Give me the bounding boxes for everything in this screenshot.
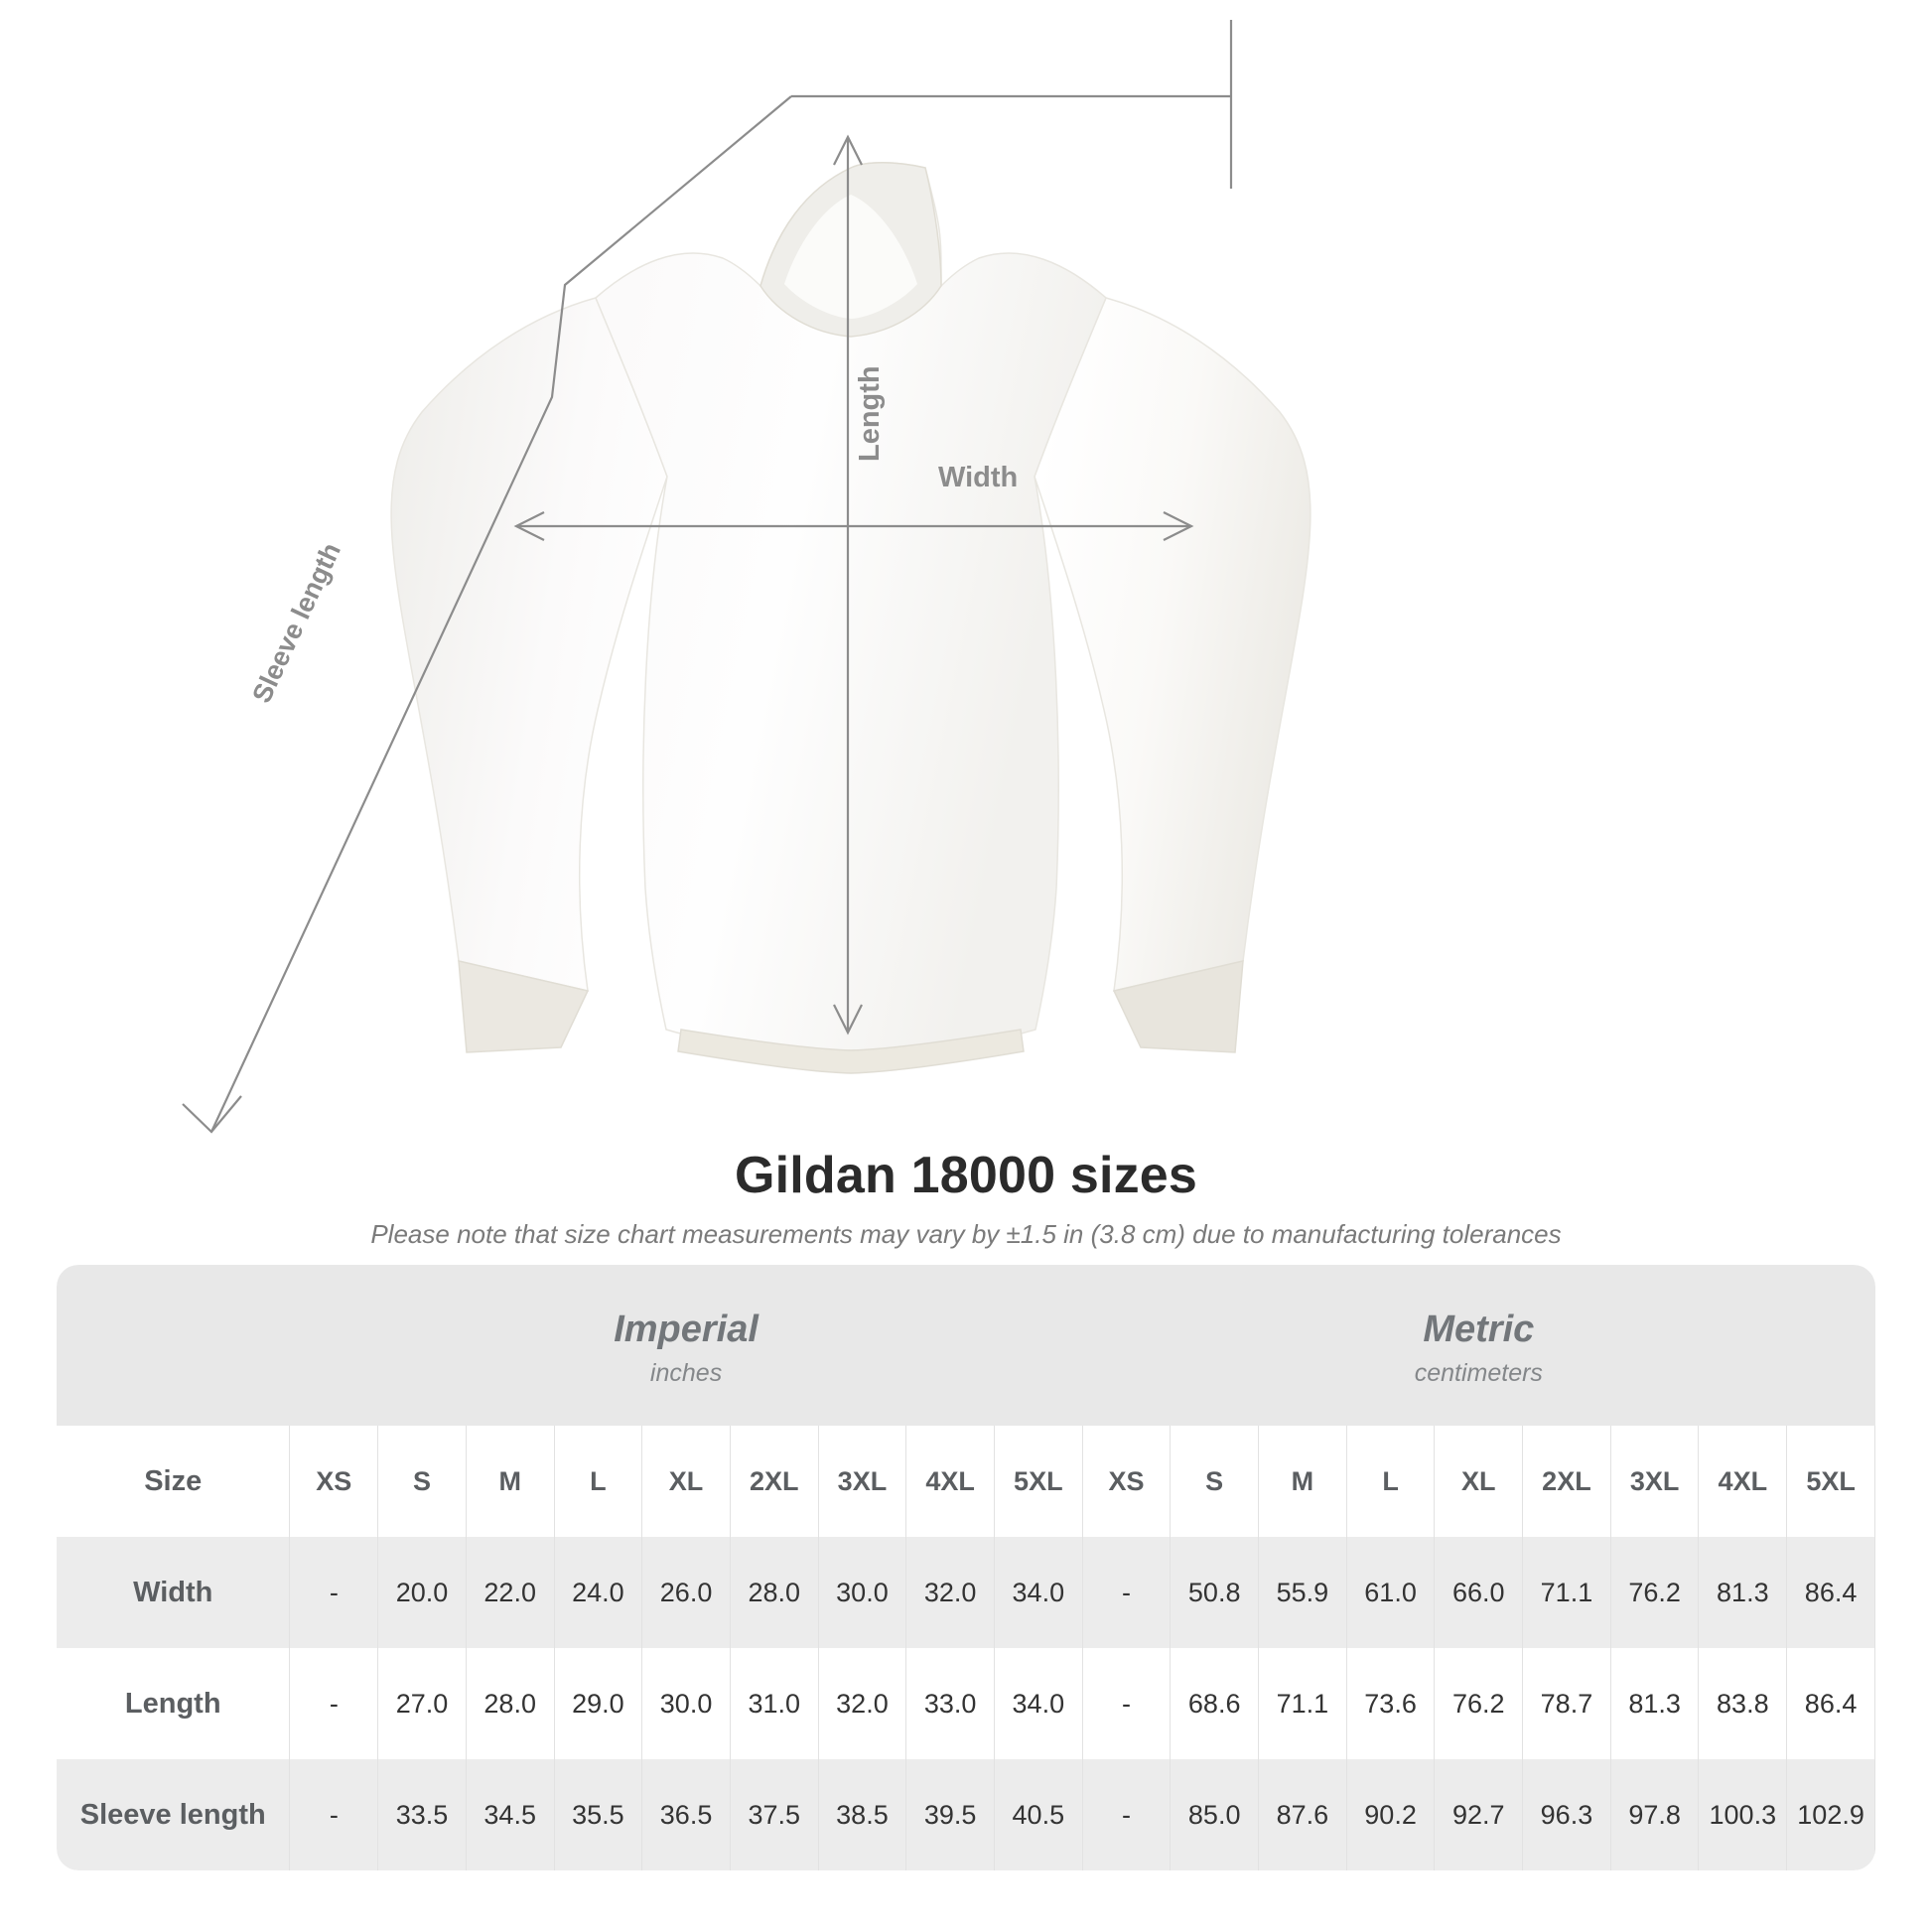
svg-text:Width: Width: [938, 462, 1018, 493]
svg-text:Length: Length: [854, 365, 886, 462]
svg-text:Sleeve length: Sleeve length: [246, 538, 346, 707]
